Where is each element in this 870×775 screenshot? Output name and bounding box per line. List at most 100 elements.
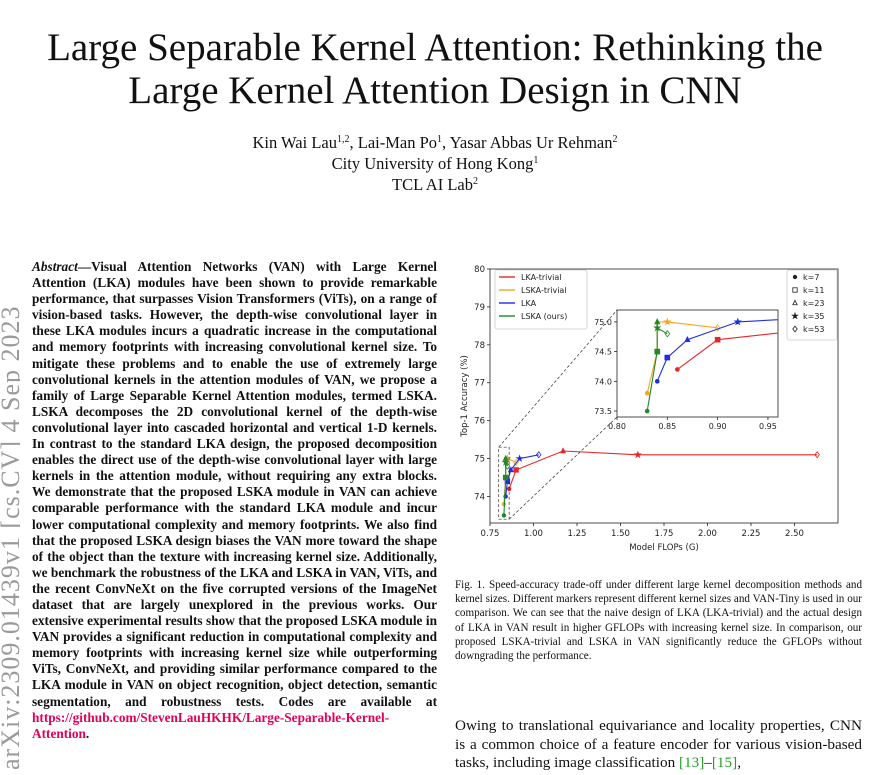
x-tick-label: 2.50 [785,529,804,539]
abstract-body: Visual Attention Networks (VAN) with Lar… [32,259,437,709]
inset-series-line [677,332,778,370]
inset-data-point [714,324,721,332]
marker-legend-label: k=7 [803,273,819,282]
inset-series-line [646,321,668,412]
y-axis-label: Top-1 Accuracy (%) [460,355,470,438]
data-point [633,450,642,459]
arxiv-id-text: arXiv:2309.01439v1 [cs.CV] 4 Sep 2023 [0,305,20,770]
intro-paragraph: Owing to translational equivariance and … [455,717,862,773]
author-2: , Lai-Man Po [349,133,438,152]
inset-x-tick-label: 0.80 [608,422,626,431]
marker-legend-label: k=35 [803,312,825,321]
author-1-affil: 1,2 [336,134,350,145]
series-legend-box [494,269,588,330]
affiliation-2: TCL AI Lab2 [0,174,870,195]
abstract-dash: — [77,259,92,274]
legend-label: LSKA-trivial [521,286,567,295]
inset-data-point [664,354,671,361]
abstract-heading: Abstract [32,259,78,274]
marker-legend-symbol [792,325,798,333]
legend-label: LSKA (ours) [521,312,567,321]
title-line-1: Large Separable Kernel Attention: Rethin… [47,26,823,69]
inset-data-point [653,323,662,332]
figure-1: 0.75 1.00 1.25 1.50 1.75 2.00 2.25 2.50 74 75 76 77… [455,258,865,558]
inset-y-tick-label: 74.0 [594,377,612,386]
inset-frame [616,309,779,418]
data-point [535,451,542,459]
y-tick-label: 75 [474,455,485,465]
inset-x-tick-label: 0.95 [759,422,777,431]
inset-data-point [675,367,680,372]
inset-data-point [654,379,660,384]
x-tick-label: 1.25 [568,529,587,539]
data-point [502,474,509,481]
inset-data-point [664,330,671,338]
y-tick-label: 80 [474,265,485,275]
author-3-affil: 2 [612,134,618,145]
legend-label: LKA-trivial [521,273,561,282]
x-tick-label: 0.75 [481,529,500,539]
data-point [501,513,507,518]
title-line-2: Large Kernel Attention Design in CNN [128,69,742,112]
inset-data-point [663,317,672,326]
marker-legend-symbol [791,311,799,320]
abstract: Abstract—Visual Attention Networks (VAN)… [32,259,437,742]
inset-y-tick-label: 75.0 [594,318,612,327]
affiliation-1-text: City University of Hong Kong [331,154,534,173]
x-tick-label: 1.50 [611,529,630,539]
speed-accuracy-chart: 0.75 1.00 1.25 1.50 1.75 2.00 2.25 2.50 74 75 76 77… [460,265,851,553]
y-tick-label: 79 [474,303,485,313]
inset-data-point [714,336,721,343]
affiliation-2-mark: 2 [472,176,478,187]
zoom-region-box [498,446,510,520]
marker-legend-label: k=11 [803,286,825,295]
inset-x-tick-label: 0.90 [709,422,727,431]
citation-15[interactable]: [15] [711,754,738,772]
affiliation-1-mark: 1 [533,155,539,166]
inset-data-point [644,408,650,414]
x-axis-label: Model FLOPs (G) [629,543,699,553]
author-2-affil: 1 [437,134,443,145]
inset-data-point [644,390,650,396]
code-link[interactable]: https://github.com/StevenLauHKHK/Large-S… [32,709,390,741]
author-1: Kin Wai Lau [252,133,337,152]
series-line [508,450,818,490]
data-point [560,447,567,454]
inset-y-tick-label: 73.5 [594,407,612,416]
marker-legend-label: k=23 [803,299,825,308]
paper-title: Large Separable Kernel Attention: Rethin… [0,26,870,112]
data-point [814,451,820,459]
y-tick-label: 78 [474,341,485,351]
y-tick-label: 76 [474,417,485,427]
marker-legend-label: k=53 [803,325,825,334]
inset-x-tick-label: 0.85 [658,422,676,431]
data-point [504,462,511,470]
author-3: , Yasar Abbas Ur Rehman [442,133,613,152]
data-point [501,458,510,466]
inset-data-point [846,313,851,319]
data-point [515,454,524,463]
abstract-end: . [85,725,90,741]
intro-text: Owing to translational equivariance and … [455,717,862,772]
marker-legend-symbol [792,274,798,280]
data-point [507,466,514,473]
inset-data-point [684,335,691,343]
data-point [513,467,519,473]
author-block: Kin Wai Lau1,2, Lai-Man Po1, Yasar Abbas… [0,132,870,195]
marker-legend-symbol [792,299,798,306]
author-names: Kin Wai Lau1,2, Lai-Man Po1, Yasar Abbas… [0,132,870,153]
x-tick-label: 2.00 [698,529,717,539]
inset-data-point [654,348,661,355]
legend-label: LKA [521,299,537,308]
inset-y-tick-label: 74.5 [594,348,612,357]
marker-legend-symbol [792,287,798,293]
affiliation-1: City University of Hong Kong1 [0,153,870,174]
x-tick-label: 1.75 [655,529,674,539]
citation-13[interactable]: [13] [678,754,705,772]
arxiv-identifier: arXiv:2309.01439v1 [cs.CV] 4 Sep 2023 [0,250,20,770]
figure-caption: Fig. 1. Speed-accuracy trade-off under d… [455,579,862,663]
citation-dash: – [704,754,712,772]
zoom-connector [508,416,618,520]
y-tick-label: 77 [474,379,485,389]
affiliation-2-text: TCL AI Lab [392,175,473,194]
